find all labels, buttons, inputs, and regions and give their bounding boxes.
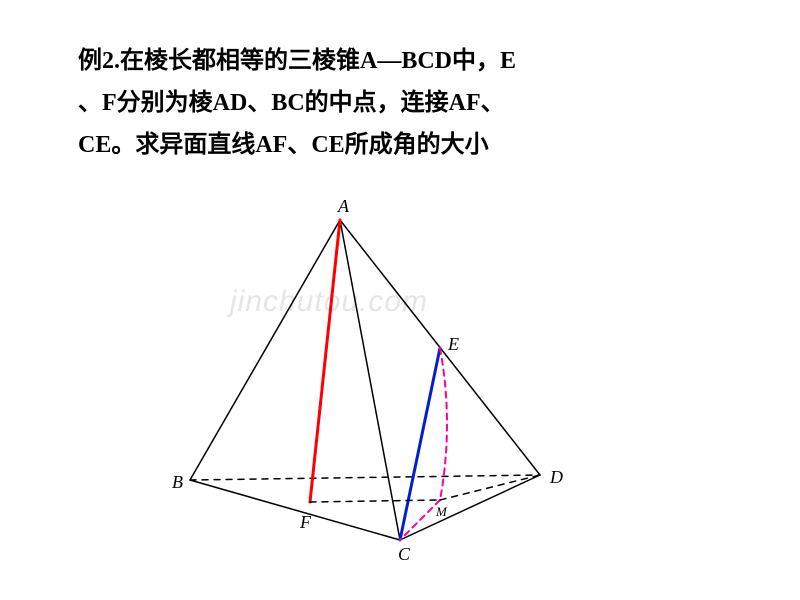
svg-text:M: M xyxy=(435,504,448,519)
problem-line-2: 、F分别为棱AD、BC的中点，连接AF、 xyxy=(78,82,516,124)
problem-statement: 例2.在棱长都相等的三棱锥A—BCD中，E 、F分别为棱AD、BC的中点，连接A… xyxy=(78,40,516,166)
problem-line-3: CE。求异面直线AF、CE所成角的大小 xyxy=(78,124,516,166)
svg-text:C: C xyxy=(398,544,411,564)
svg-text:B: B xyxy=(172,472,183,492)
diagram-svg: A B C D E F M xyxy=(160,200,580,580)
svg-text:F: F xyxy=(299,512,312,532)
tetrahedron-diagram: A B C D E F M xyxy=(160,200,580,580)
svg-text:E: E xyxy=(447,334,459,354)
svg-text:D: D xyxy=(549,467,563,487)
svg-text:A: A xyxy=(337,200,350,216)
problem-line-1: 例2.在棱长都相等的三棱锥A—BCD中，E xyxy=(78,40,516,82)
